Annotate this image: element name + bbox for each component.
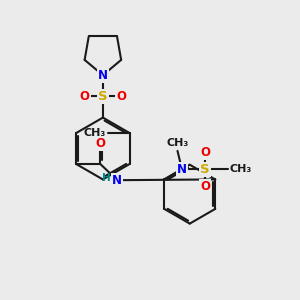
Text: N: N bbox=[112, 174, 122, 187]
Text: CH₃: CH₃ bbox=[167, 138, 189, 148]
Text: O: O bbox=[116, 90, 126, 103]
Text: O: O bbox=[200, 146, 210, 159]
Text: CH₃: CH₃ bbox=[229, 164, 252, 174]
Text: H: H bbox=[102, 173, 110, 183]
Text: S: S bbox=[98, 90, 108, 103]
Text: N: N bbox=[98, 69, 108, 82]
Text: O: O bbox=[80, 90, 90, 103]
Text: S: S bbox=[200, 163, 210, 176]
Text: O: O bbox=[200, 180, 210, 193]
Text: CH₃: CH₃ bbox=[84, 128, 106, 138]
Text: N: N bbox=[177, 163, 187, 176]
Text: O: O bbox=[95, 137, 105, 151]
